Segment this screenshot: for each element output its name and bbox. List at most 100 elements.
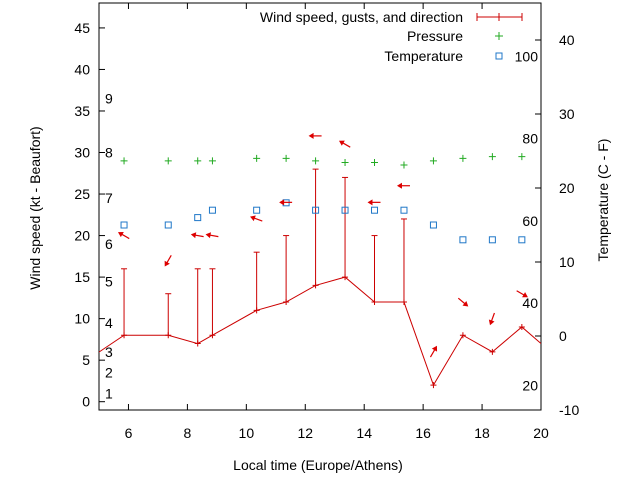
wind-arrow: [250, 215, 263, 222]
wind-speed-point: [283, 299, 290, 306]
wind-speed-point: [489, 348, 496, 355]
wind-arrow-head: [205, 232, 211, 239]
wind-arrow-head: [462, 301, 469, 307]
legend-symbol-wind: [476, 13, 523, 21]
legend-symbol-pressure: [495, 32, 503, 40]
temperature-point: [459, 236, 467, 244]
beaufort-label: 1: [105, 385, 113, 401]
x-tick-label: 18: [474, 425, 490, 441]
pressure-point: [341, 158, 349, 166]
x-tick-label: 6: [125, 425, 133, 441]
wind-arrow: [279, 199, 293, 206]
wind-speed-point: [194, 340, 201, 347]
pressure-point: [518, 153, 526, 161]
wind-arrow: [164, 254, 172, 267]
temperature-point: [164, 221, 172, 229]
wind-arrow: [488, 312, 495, 326]
beaufort-label: 8: [105, 145, 113, 161]
pressure-point: [253, 154, 261, 162]
y-right-tick-label: 20: [559, 180, 575, 196]
wind-speed-point: [430, 382, 437, 389]
temperature-point: [341, 206, 349, 214]
y-right-tick-label: 40: [559, 32, 575, 48]
fahrenheit-label: 60: [522, 213, 538, 229]
y-left-tick-label: 45: [74, 20, 90, 36]
wind-arrow: [338, 140, 351, 148]
x-tick-label: 20: [533, 425, 549, 441]
y-axis-left: 0 5 10 15 20 25 30 35 40 45: [74, 20, 105, 410]
pressure-point: [194, 157, 202, 165]
pressure-point: [459, 154, 467, 162]
beaufort-label: 2: [105, 365, 113, 381]
pressure-point: [164, 157, 172, 165]
wind-speed-point: [253, 307, 260, 314]
wind-arrow: [205, 232, 219, 239]
wind-arrow-head: [164, 260, 170, 267]
y-right-tick-label: 0: [559, 328, 567, 344]
legend-label-wind: Wind speed, gusts, and direction: [260, 9, 463, 25]
plot-area-frame: [98, 2, 542, 411]
temperature-point: [120, 221, 128, 229]
wind-speed-point: [518, 323, 525, 330]
pressure-point: [488, 153, 496, 161]
fahrenheit-scale: 20 40 60 80 100: [515, 48, 539, 393]
y-left-tick-label: 5: [82, 352, 90, 368]
legend-label-pressure: Pressure: [407, 28, 463, 44]
wind-arrow-head: [250, 215, 256, 222]
x-axis: 6 8 10 12 14 16 18 20: [125, 3, 549, 441]
legend-label-temperature: Temperature: [384, 48, 463, 64]
legend-symbol-temperature: [495, 52, 503, 60]
beaufort-label: 3: [105, 344, 113, 360]
wind-arrow: [396, 182, 410, 189]
fahrenheit-label: 80: [522, 131, 538, 147]
wind-speed-point: [121, 332, 128, 339]
y-left-tick-label: 40: [74, 61, 90, 77]
wind-speed-point: [371, 299, 378, 306]
pressure-point: [371, 158, 379, 166]
temperature-point: [253, 206, 261, 214]
wind-arrow-head: [488, 319, 495, 326]
wind-arrow: [516, 290, 528, 298]
temperature-point: [518, 236, 526, 244]
x-tick-label: 10: [239, 425, 255, 441]
wind-arrow-head: [522, 292, 528, 298]
fahrenheit-label: 40: [522, 295, 538, 311]
wind-arrow-head: [367, 199, 373, 206]
wind-arrow-head: [279, 199, 285, 206]
x-tick-label: 16: [415, 425, 431, 441]
temperature-point: [429, 221, 437, 229]
beaufort-label: 7: [105, 190, 113, 206]
x-tick-label: 14: [356, 425, 372, 441]
wind-arrow: [457, 297, 469, 307]
temperature-point: [371, 206, 379, 214]
pressure-point: [429, 157, 437, 165]
wind-speed-point: [400, 299, 407, 306]
temperature-point: [194, 214, 202, 222]
beaufort-label: 6: [105, 236, 113, 252]
wind-arrow: [117, 231, 130, 240]
wind-speed-point: [165, 332, 172, 339]
x-tick-label: 12: [297, 425, 313, 441]
wind-arrow: [308, 132, 322, 139]
fahrenheit-label: 20: [522, 377, 538, 393]
wind-speed-point: [209, 332, 216, 339]
series-layer: [99, 153, 541, 389]
beaufort-label: 9: [105, 91, 113, 107]
pressure-point: [400, 161, 408, 169]
x-tick-label: 8: [184, 425, 192, 441]
beaufort-label: 5: [105, 273, 113, 289]
temperature-point: [400, 206, 408, 214]
wind-arrow-head: [308, 132, 314, 139]
y-axis-left-label: Wind speed (kt - Beaufort): [27, 126, 43, 289]
y-right-tick-label: 30: [559, 106, 575, 122]
temperature-point: [488, 236, 496, 244]
wind-arrow: [429, 345, 438, 358]
wind-arrow: [190, 232, 204, 239]
wind-speed-point: [459, 332, 466, 339]
y-left-tick-label: 10: [74, 311, 90, 327]
x-axis-label: Local time (Europe/Athens): [233, 457, 403, 473]
temperature-point: [208, 206, 216, 214]
y-axis-right-label: Temperature (C - F): [595, 139, 611, 262]
wind-direction-arrows: [117, 132, 528, 358]
